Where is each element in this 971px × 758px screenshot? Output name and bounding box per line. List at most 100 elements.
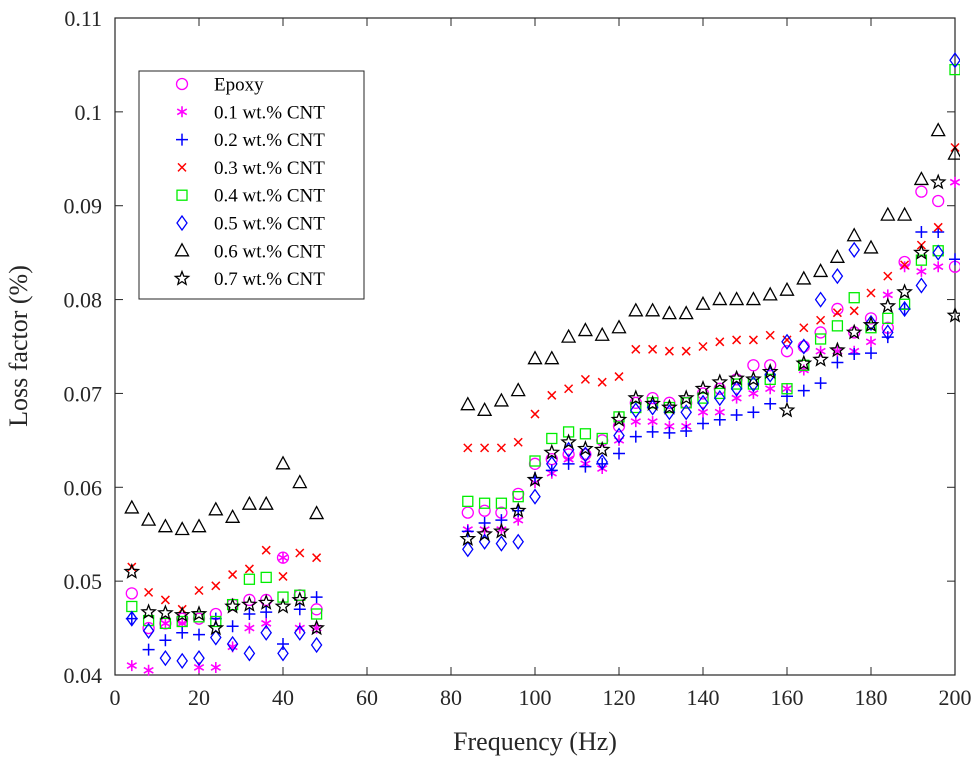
data-point [526,470,544,487]
data-point [879,297,897,314]
data-point [310,636,323,654]
data-point [781,390,793,403]
data-point [866,288,876,298]
data-point [831,320,844,332]
data-point [159,617,172,630]
data-point [930,122,946,137]
data-point [663,426,676,439]
axis-tick-labels: 0 20 40 60 80 100 120 140 160 180 200 0.04 0.05 0.06 0… [64,6,971,710]
series-3 [127,142,960,614]
data-point [243,593,256,607]
data-point [731,392,742,404]
data-point [627,389,645,406]
data-point [277,552,289,564]
series-5 [126,52,960,670]
data-point [881,331,894,344]
y-axis-title: Loss factor (%) [4,265,33,427]
data-point [257,593,275,610]
data-point [510,382,526,397]
data-point [277,591,289,603]
data-point [680,397,692,409]
data-point [864,312,878,325]
data-point [865,347,877,360]
data-point [176,626,189,639]
data-point [865,314,877,332]
data-point [527,350,543,365]
data-point [478,497,491,509]
data-point [778,401,796,418]
data-point [308,619,325,636]
data-point [141,511,157,526]
data-point [661,305,677,320]
data-point [829,341,846,358]
x-tick-label: 100 [519,685,552,710]
data-point [226,620,239,633]
data-point [813,263,829,278]
data-point [631,344,641,354]
data-point [781,383,793,395]
data-point [949,176,960,188]
data-point [630,402,642,419]
data-point [544,350,560,365]
x-tick-label: 40 [272,685,294,710]
data-point [698,341,708,352]
data-point [762,286,778,301]
data-point [680,424,693,437]
data-point [176,652,188,670]
data-point [513,437,523,447]
data-point [645,302,661,317]
x-tick-label: 60 [356,685,378,710]
legend-marker [175,77,189,91]
data-point [816,315,826,325]
data-point [478,504,491,517]
data-point [228,570,238,580]
y-tick-label: 0.05 [64,569,103,594]
y-tick-label: 0.06 [64,475,103,500]
data-point [846,227,862,242]
data-point [765,330,775,340]
data-point [459,530,477,547]
data-point [143,664,154,676]
series-6 [124,122,960,536]
data-point [900,260,910,270]
y-tick-label: 0.1 [75,100,103,125]
data-point [898,298,911,310]
data-point [210,615,222,628]
data-point [477,401,493,416]
data-points [123,52,960,676]
data-point [780,345,794,358]
data-point [697,392,709,404]
data-point [593,440,611,457]
x-tick-label: 0 [110,685,121,710]
data-point [730,378,743,390]
data-point [865,322,877,334]
data-point [898,300,911,318]
data-point [597,377,607,387]
data-point [849,306,859,316]
data-point [225,508,241,523]
data-point [863,239,879,254]
data-point [480,443,490,453]
data-point [612,420,626,433]
data-point [561,328,577,343]
data-point [579,460,592,473]
data-point [193,649,205,667]
data-point [932,244,944,261]
data-point [795,354,813,371]
data-point [610,410,628,427]
data-point [798,338,810,355]
data-point [644,394,661,411]
data-point [915,277,928,294]
y-tick-label: 0.09 [64,194,103,219]
legend-marker [176,106,188,118]
data-point [295,548,305,558]
legend-label: 0.7 wt.% CNT [214,269,325,290]
data-point [814,291,827,308]
data-point [664,346,674,356]
data-point [613,427,625,444]
data-point [712,291,728,306]
data-point [463,443,473,453]
data-point [728,369,745,386]
data-point [913,171,929,186]
